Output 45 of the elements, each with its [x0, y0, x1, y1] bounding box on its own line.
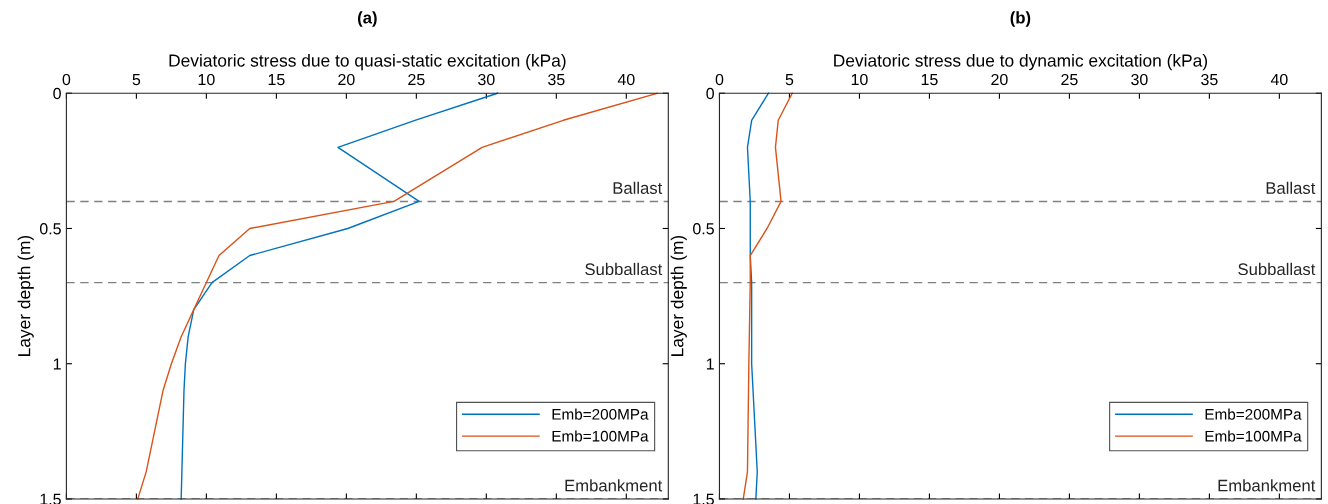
y-tick-label: 1 [706, 358, 714, 370]
x-tick-label: 35 [548, 73, 565, 86]
x-tick-label: 25 [1061, 73, 1078, 86]
x-tick-label: 20 [991, 73, 1008, 86]
y-tick-label: 1 [53, 358, 61, 370]
ref-line-label: Ballast [613, 181, 663, 194]
x-tick-label: 30 [478, 73, 495, 86]
x-tick-label: 0 [62, 73, 71, 86]
ref-line-label: Subballast [1238, 262, 1316, 276]
legend-label: Emb=200MPa [1205, 408, 1302, 420]
x-tick-label: 15 [921, 74, 938, 86]
ref-line-label: Subballast [585, 262, 663, 276]
x-tick-label: 25 [408, 73, 425, 86]
y-tick-label: 0 [706, 87, 714, 100]
line-series [180, 92, 499, 500]
y-axis-title: Layer depth (m) [17, 235, 34, 356]
y-tick-label: 1.5 [40, 493, 61, 504]
legend-label: Emb=200MPa [552, 408, 649, 420]
x-axis-title: Deviatoric stress due to dynamic excitation (kPa) [834, 53, 1208, 71]
x-tick-label: 40 [617, 73, 635, 86]
x-tick-label: 0 [715, 73, 724, 86]
legend-label: Emb=100MPa [552, 430, 649, 442]
line-series [746, 92, 770, 500]
ref-line-label: Ballast [1266, 181, 1316, 194]
x-tick-label: 5 [132, 74, 141, 86]
ref-line-label: Embankment [1218, 479, 1316, 492]
x-tick-label: 10 [851, 73, 868, 86]
x-tick-label: 10 [198, 73, 215, 86]
ref-line-label: Embankment [565, 479, 663, 492]
chart-title: (b) [1010, 11, 1031, 27]
x-tick-label: 5 [785, 74, 794, 86]
x-tick-label: 30 [1131, 73, 1148, 86]
chart-title: (a) [358, 11, 377, 27]
x-axis-title: Deviatoric stress due to quasi-static excitation (kPa) [169, 53, 566, 71]
y-tick-label: 1.5 [693, 493, 714, 504]
y-tick-label: 0 [53, 87, 61, 100]
x-tick-label: 20 [338, 73, 355, 86]
y-axis-title: Layer depth (m) [670, 235, 687, 356]
x-tick-label: 15 [268, 74, 285, 86]
y-tick-label: 0.5 [693, 223, 714, 235]
line-series [742, 92, 793, 500]
y-tick-label: 0.5 [39, 223, 61, 235]
x-tick-label: 40 [1270, 73, 1288, 86]
legend-label: Emb=100MPa [1205, 430, 1302, 442]
x-tick-label: 35 [1201, 73, 1218, 86]
